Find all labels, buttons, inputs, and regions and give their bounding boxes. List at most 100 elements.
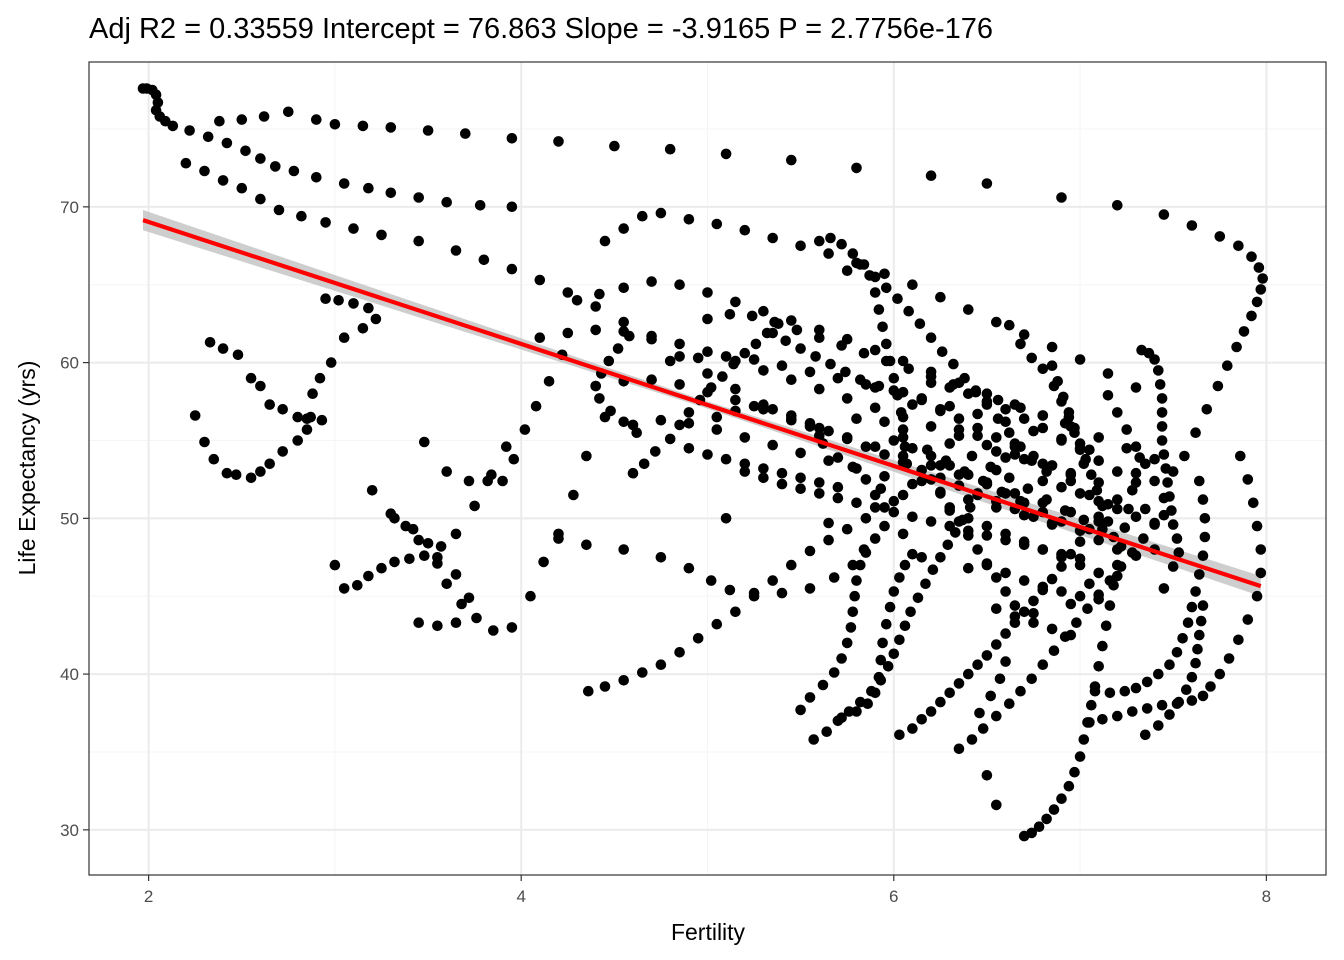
- data-point: [1141, 676, 1153, 688]
- data-point: [972, 408, 983, 420]
- data-point: [1130, 550, 1142, 561]
- data-point: [702, 368, 713, 379]
- data-point: [1130, 477, 1142, 488]
- data-point: [905, 606, 916, 618]
- data-point: [1102, 390, 1114, 401]
- data-point: [1140, 503, 1151, 515]
- data-point: [855, 374, 866, 386]
- data-point: [1108, 580, 1119, 591]
- data-point: [1065, 469, 1077, 481]
- data-point: [897, 489, 909, 501]
- data-point: [953, 743, 965, 755]
- data-point: [823, 248, 834, 259]
- data-point: [450, 617, 462, 628]
- data-point: [702, 386, 713, 398]
- data-point: [1093, 534, 1104, 546]
- data-point: [925, 332, 937, 344]
- data-point: [594, 288, 605, 300]
- y-tick-label: 30: [60, 821, 79, 840]
- data-point: [903, 363, 914, 375]
- data-point: [618, 223, 629, 234]
- data-point: [767, 575, 778, 586]
- data-point: [875, 654, 887, 666]
- data-point: [655, 414, 667, 426]
- data-point: [869, 287, 881, 298]
- data-point: [692, 633, 704, 644]
- data-point: [858, 544, 870, 555]
- data-point: [618, 675, 629, 686]
- data-point: [925, 460, 937, 471]
- data-point: [270, 161, 281, 172]
- data-point: [258, 111, 270, 122]
- y-tick-label: 50: [60, 509, 79, 528]
- data-point: [1194, 569, 1205, 580]
- data-point: [683, 407, 695, 418]
- data-point: [618, 316, 629, 328]
- data-point: [1056, 433, 1067, 445]
- data-point: [568, 489, 579, 501]
- data-point: [739, 224, 751, 236]
- data-point: [1153, 365, 1164, 376]
- data-point: [348, 298, 359, 309]
- data-point: [283, 106, 294, 118]
- data-point: [1048, 645, 1060, 656]
- data-point: [363, 182, 374, 194]
- data-point: [758, 404, 769, 415]
- data-point: [1201, 404, 1213, 415]
- data-point: [888, 435, 900, 446]
- data-point: [841, 637, 853, 649]
- data-point: [1074, 438, 1086, 449]
- data-point: [506, 622, 518, 633]
- data-point: [1086, 469, 1097, 481]
- data-point: [1171, 647, 1183, 658]
- data-point: [1156, 421, 1168, 432]
- data-point: [674, 279, 685, 291]
- data-point: [1015, 338, 1026, 350]
- minor-gridlines: [89, 62, 1326, 875]
- data-point: [1190, 586, 1201, 597]
- data-point: [963, 513, 974, 524]
- y-tick-label: 60: [60, 354, 79, 373]
- data-point: [1149, 517, 1160, 529]
- data-point: [823, 534, 834, 546]
- data-point: [894, 572, 905, 583]
- data-point: [562, 287, 574, 298]
- data-point: [841, 393, 853, 404]
- data-point: [888, 586, 900, 597]
- data-point: [1056, 793, 1067, 804]
- data-point: [920, 578, 931, 590]
- points-layer: [137, 83, 1268, 842]
- data-point: [1100, 620, 1112, 632]
- data-point: [1186, 220, 1198, 231]
- data-point: [1153, 668, 1164, 680]
- data-point: [488, 625, 499, 636]
- data-point: [1112, 494, 1123, 505]
- data-point: [1255, 567, 1267, 579]
- data-point: [1223, 653, 1235, 664]
- data-point: [944, 687, 955, 699]
- data-point: [888, 506, 900, 518]
- data-point: [804, 692, 816, 703]
- data-point: [441, 578, 453, 590]
- data-point: [862, 698, 873, 709]
- data-point: [888, 495, 900, 507]
- data-point: [1251, 296, 1263, 308]
- data-point: [1194, 629, 1205, 641]
- data-point: [1162, 477, 1173, 488]
- data-point: [786, 315, 797, 326]
- data-point: [1199, 531, 1211, 543]
- data-point: [892, 293, 903, 305]
- data-point: [1197, 494, 1209, 505]
- data-point: [1059, 418, 1071, 429]
- data-point: [1149, 453, 1160, 465]
- data-point: [1093, 432, 1104, 443]
- data-point: [1078, 734, 1090, 745]
- data-point: [264, 458, 276, 470]
- data-point: [705, 575, 717, 586]
- data-point: [352, 580, 363, 591]
- data-point: [1037, 581, 1049, 593]
- data-point: [769, 316, 780, 328]
- data-point: [1015, 402, 1026, 414]
- data-point: [1123, 503, 1134, 515]
- data-point: [776, 360, 788, 372]
